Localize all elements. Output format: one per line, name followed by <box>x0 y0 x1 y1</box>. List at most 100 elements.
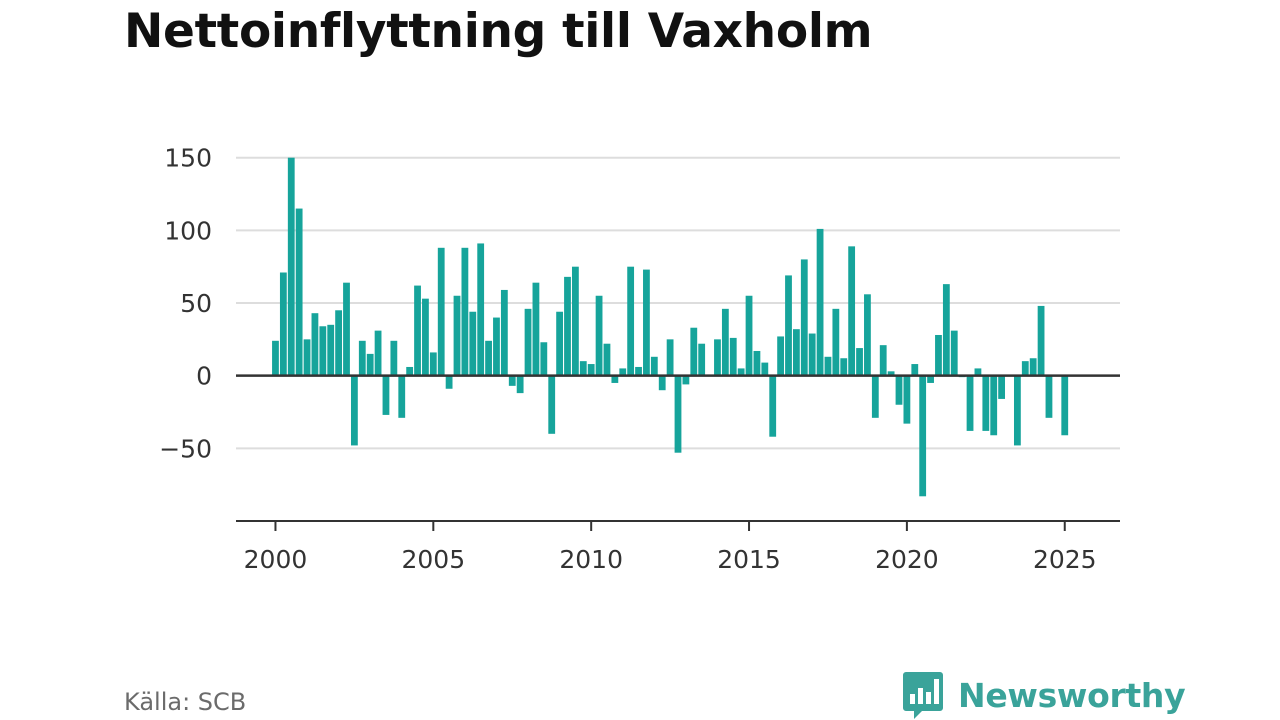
bar <box>564 276 571 376</box>
bar <box>935 334 942 376</box>
bar <box>1037 305 1045 376</box>
bar <box>295 208 303 376</box>
bar <box>753 350 761 376</box>
bar <box>864 294 871 376</box>
bar <box>1013 375 1021 446</box>
x-tick-label: 2020 <box>875 545 939 574</box>
bar <box>469 311 477 376</box>
x-tick-label: 2005 <box>402 545 466 574</box>
bar <box>619 368 627 376</box>
bar <box>445 375 453 389</box>
bar <box>548 375 556 434</box>
bar <box>942 284 950 376</box>
bars <box>272 157 1069 497</box>
bar <box>990 375 998 436</box>
bar <box>887 371 895 376</box>
bar <box>524 308 532 376</box>
bar <box>840 358 848 376</box>
bar <box>824 356 832 376</box>
bar <box>1061 375 1069 436</box>
bar <box>516 375 524 394</box>
gridlines <box>236 156 1120 450</box>
y-tick-label: 50 <box>180 289 212 318</box>
bar <box>950 330 958 376</box>
bar <box>303 339 311 376</box>
bar <box>350 375 358 446</box>
bar <box>674 375 682 453</box>
bar <box>611 375 619 383</box>
bar <box>998 375 1006 399</box>
bar <box>374 330 382 376</box>
bar <box>761 362 769 376</box>
bar <box>832 308 840 376</box>
bar <box>461 247 469 376</box>
bar <box>398 375 406 418</box>
x-tick-label: 2000 <box>244 545 308 574</box>
bar <box>848 246 856 376</box>
bar <box>422 298 429 376</box>
x-axis: 2000 2005 2010 2015 2020 2025 <box>236 374 1120 574</box>
y-tick-label: 100 <box>164 216 212 245</box>
bar <box>737 368 745 376</box>
bar <box>579 361 587 376</box>
bar <box>453 295 461 376</box>
bar <box>856 348 863 376</box>
bar <box>650 356 658 376</box>
x-tick-label: 2025 <box>1033 545 1097 574</box>
bar <box>343 282 350 376</box>
bar <box>532 282 540 376</box>
bar <box>627 266 635 376</box>
bar <box>808 333 816 376</box>
bar <box>1029 358 1037 376</box>
bar <box>966 375 974 431</box>
bar <box>406 366 414 376</box>
bar <box>871 375 879 418</box>
brand-name: Newsworthy <box>958 675 1186 715</box>
bar <box>358 340 366 376</box>
bar <box>911 364 919 376</box>
bar <box>595 295 603 376</box>
bar <box>279 272 287 376</box>
bar <box>508 375 516 386</box>
bar <box>414 285 421 376</box>
bar <box>698 343 706 376</box>
bar <box>571 266 579 376</box>
bar <box>587 364 595 376</box>
bar <box>792 329 800 376</box>
bar <box>729 337 737 376</box>
bar <box>603 343 611 376</box>
bar <box>477 243 485 376</box>
bar <box>721 308 729 376</box>
source-note: Källa: SCB <box>124 688 247 716</box>
bar <box>745 295 753 376</box>
x-tick-label: 2015 <box>717 545 781 574</box>
bar <box>682 375 690 385</box>
bar <box>390 340 398 376</box>
bar <box>690 327 698 376</box>
bar <box>382 375 390 415</box>
bar <box>714 339 721 376</box>
y-tick-label: 150 <box>164 144 212 173</box>
bar <box>272 340 279 376</box>
y-tick-label: 0 <box>196 362 212 391</box>
brand-logo: Newsworthy <box>902 670 1186 720</box>
bar <box>816 228 824 376</box>
bar <box>500 289 508 376</box>
bar <box>1045 375 1053 418</box>
bar <box>666 339 674 376</box>
bar <box>556 311 564 376</box>
bar-chart-badge-icon <box>903 672 943 719</box>
bar <box>540 342 548 376</box>
bar <box>919 375 927 497</box>
bar <box>429 352 437 376</box>
y-axis-ticks: −50 0 50 100 150 <box>159 144 212 464</box>
y-tick-label: −50 <box>159 434 212 463</box>
bar <box>311 313 319 376</box>
bar <box>785 275 792 376</box>
bar <box>800 259 808 376</box>
bar <box>658 375 666 391</box>
bar <box>327 324 335 376</box>
bar <box>769 375 777 437</box>
bar <box>287 157 295 376</box>
